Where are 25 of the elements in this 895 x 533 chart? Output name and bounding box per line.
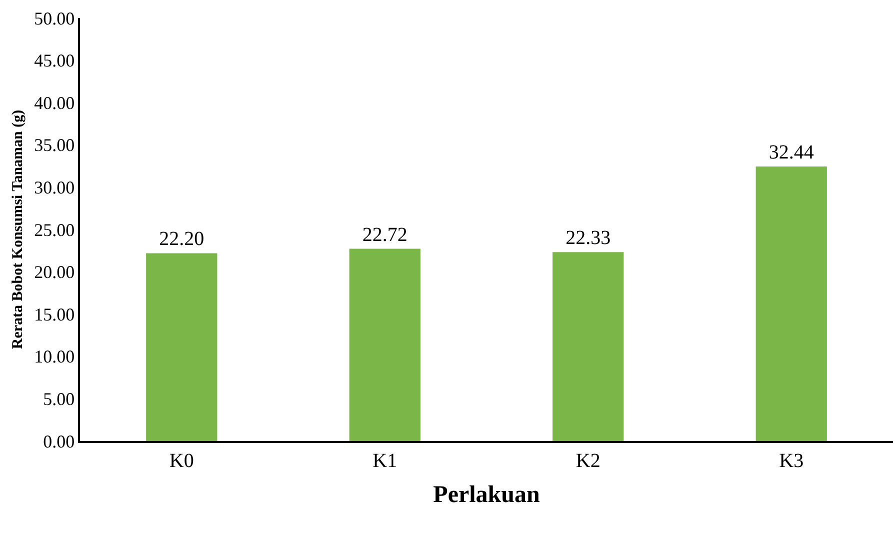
bar xyxy=(756,166,827,441)
y-tick-label: 0.00 xyxy=(43,431,75,452)
y-tick-label: 15.00 xyxy=(34,304,75,324)
x-tick-label: K1 xyxy=(372,450,398,472)
bar xyxy=(146,253,218,441)
y-tick-label: 25.00 xyxy=(34,220,75,240)
y-tick-label: 10.00 xyxy=(34,346,75,367)
x-tick-label: K0 xyxy=(169,450,194,472)
y-tick-label: 35.00 xyxy=(34,135,75,156)
x-tick-label: K3 xyxy=(779,450,804,472)
y-tick-label: 30.00 xyxy=(34,178,75,198)
data-label: 32.44 xyxy=(768,142,814,164)
data-label: 22.33 xyxy=(566,227,611,250)
y-tick-label: 50.00 xyxy=(34,8,75,28)
bar xyxy=(349,248,420,441)
y-tick-label: 40.00 xyxy=(34,92,75,113)
x-tick-label: K2 xyxy=(576,450,600,472)
y-tick-label: 20.00 xyxy=(34,262,75,282)
y-tick-label: 45.00 xyxy=(34,50,75,71)
data-label: 22.20 xyxy=(159,228,204,250)
bar xyxy=(552,252,624,441)
y-tick-label: 5.00 xyxy=(43,389,75,409)
y-axis-title: Rerata Bobot Konsumsi Tanaman (g) xyxy=(10,110,26,350)
x-axis-title: Perlakuan xyxy=(433,482,540,508)
data-label: 22.72 xyxy=(362,224,408,246)
